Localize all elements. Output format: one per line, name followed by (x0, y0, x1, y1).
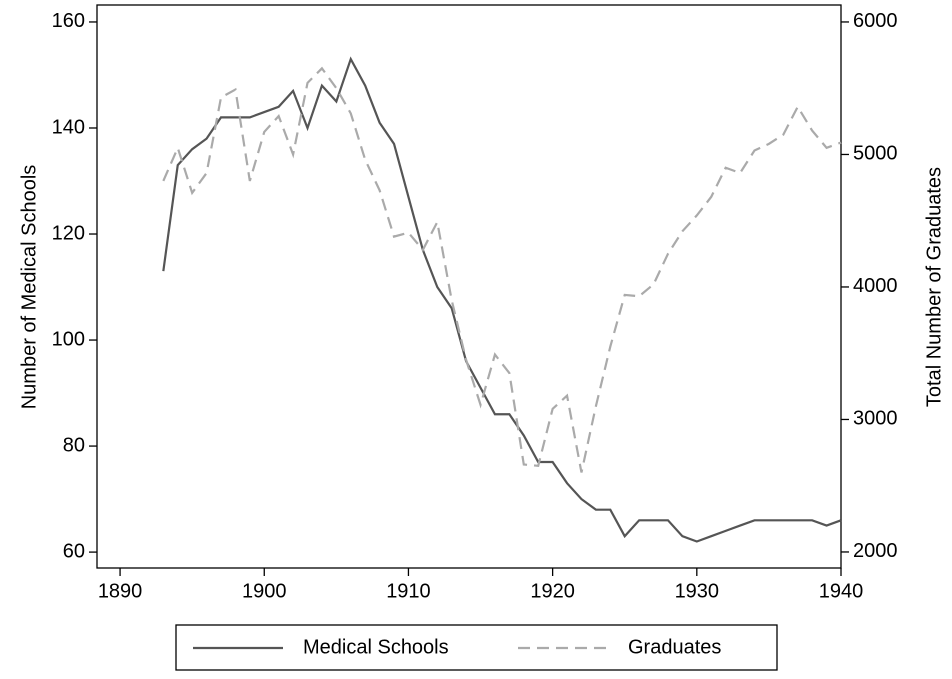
legend-label: Graduates (628, 636, 721, 658)
plot-frame (96, 4, 842, 569)
y2-tick-label: 2000 (853, 540, 898, 562)
x-tick-label: 1890 (98, 580, 143, 602)
y-tick-label: 140 (52, 116, 85, 138)
y2-tick-label: 4000 (853, 275, 898, 297)
x-tick-label: 1920 (530, 580, 575, 602)
y-tick-label: 100 (52, 328, 85, 350)
x-tick-label: 1910 (386, 580, 431, 602)
y-tick-label: 60 (63, 540, 85, 562)
legend-label: Medical Schools (303, 636, 449, 658)
line-series (162, 56, 842, 543)
y2-tick-label: 5000 (853, 143, 898, 165)
y-tick-label: 80 (63, 434, 85, 456)
y2-axis-label: Total Number of Graduates (923, 167, 945, 407)
x-tick-label: 1930 (675, 580, 720, 602)
y2-tick-label: 6000 (853, 10, 898, 32)
y-tick-label: 160 (52, 10, 85, 32)
y2-tick-label: 3000 (853, 408, 898, 430)
x-tick-label: 1900 (242, 580, 287, 602)
y-tick-label: 120 (52, 222, 85, 244)
line-series (162, 66, 842, 473)
x-tick-label: 1940 (819, 580, 864, 602)
y-axis-label: Number of Medical Schools (18, 165, 40, 410)
